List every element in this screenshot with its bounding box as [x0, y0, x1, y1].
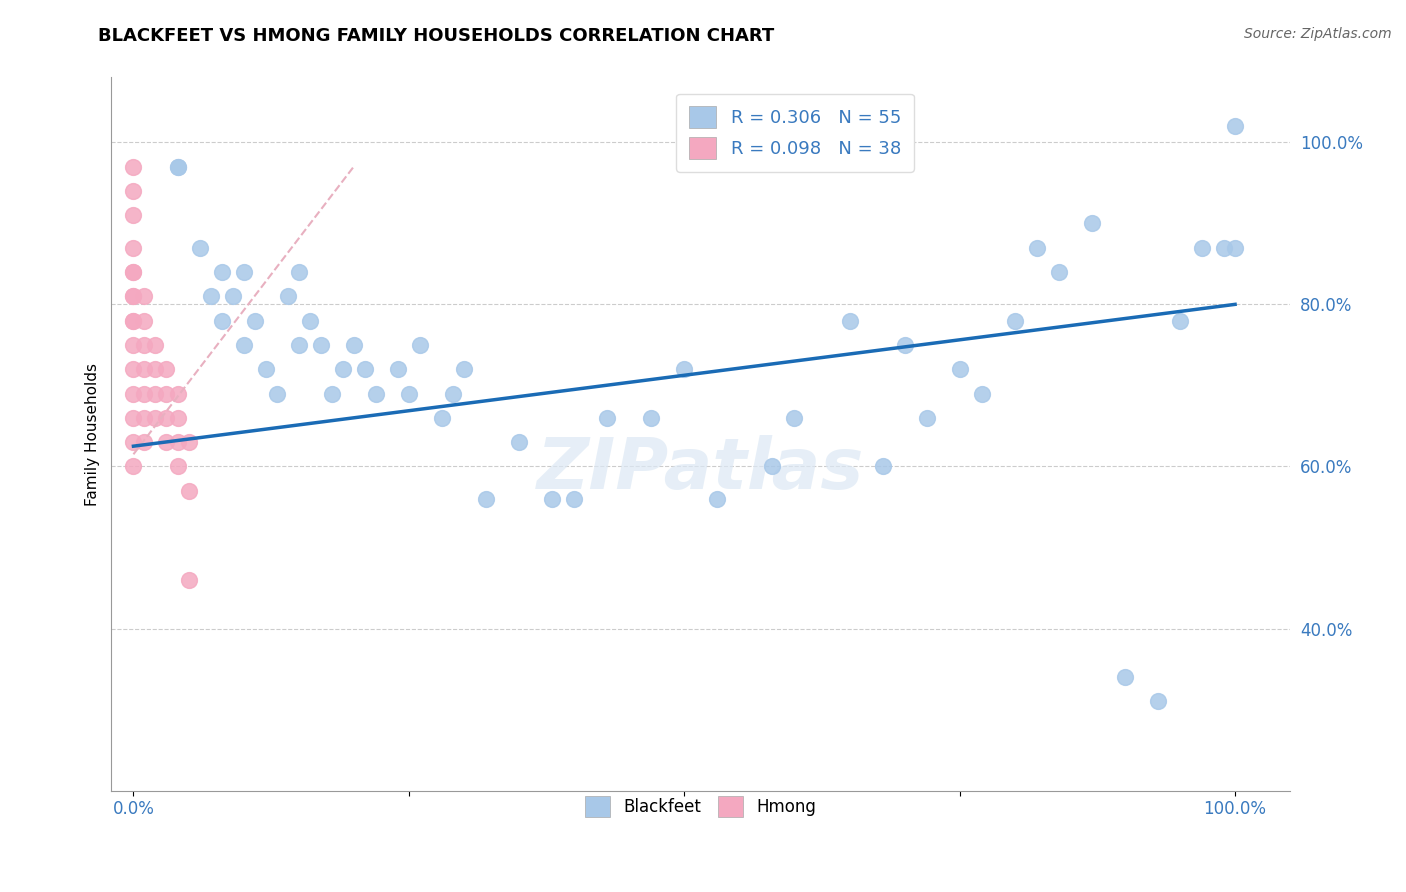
Point [783, 410, 806, 425]
Point [134, 386, 156, 401]
Point [673, 362, 696, 376]
Point [321, 386, 343, 401]
Point [177, 483, 200, 498]
Point [134, 435, 156, 450]
Legend: Blackfeet, Hmong: Blackfeet, Hmong [576, 788, 825, 825]
Point [541, 491, 564, 506]
Point [122, 289, 145, 303]
Text: BLACKFEET VS HMONG FAMILY HOUSEHOLDS CORRELATION CHART: BLACKFEET VS HMONG FAMILY HOUSEHOLDS COR… [98, 27, 775, 45]
Point [287, 338, 309, 352]
Point [134, 362, 156, 376]
Point [221, 289, 243, 303]
Point [243, 313, 266, 327]
Point [155, 386, 177, 401]
Point [287, 265, 309, 279]
Point [122, 289, 145, 303]
Point [1047, 265, 1070, 279]
Point [122, 313, 145, 327]
Point [122, 410, 145, 425]
Point [1081, 216, 1104, 230]
Text: Source: ZipAtlas.com: Source: ZipAtlas.com [1244, 27, 1392, 41]
Point [122, 386, 145, 401]
Point [364, 386, 387, 401]
Text: ZIPatlas: ZIPatlas [537, 435, 865, 504]
Point [387, 362, 409, 376]
Point [166, 386, 188, 401]
Point [122, 265, 145, 279]
Point [915, 410, 938, 425]
Point [122, 435, 145, 450]
Point [949, 362, 972, 376]
Point [134, 338, 156, 352]
Point [1114, 670, 1136, 684]
Point [640, 410, 662, 425]
Point [353, 362, 375, 376]
Point [166, 435, 188, 450]
Point [398, 386, 420, 401]
Point [970, 386, 993, 401]
Point [1147, 694, 1170, 708]
Point [211, 265, 233, 279]
Point [232, 265, 254, 279]
Point [1223, 241, 1246, 255]
Point [155, 362, 177, 376]
Point [872, 459, 894, 474]
Point [122, 459, 145, 474]
Point [155, 435, 177, 450]
Point [177, 573, 200, 587]
Point [134, 289, 156, 303]
Point [122, 313, 145, 327]
Point [145, 362, 167, 376]
Point [1004, 313, 1026, 327]
Point [122, 338, 145, 352]
Point [200, 289, 222, 303]
Point [298, 313, 321, 327]
Point [122, 362, 145, 376]
Point [409, 338, 432, 352]
Point [254, 362, 277, 376]
Point [332, 362, 354, 376]
Point [706, 491, 728, 506]
Point [1223, 119, 1246, 133]
Point [761, 459, 783, 474]
Point [508, 435, 530, 450]
Point [145, 386, 167, 401]
Point [430, 410, 453, 425]
Point [343, 338, 366, 352]
Point [122, 184, 145, 198]
Point [177, 435, 200, 450]
Point [166, 459, 188, 474]
Point [145, 338, 167, 352]
Point [134, 313, 156, 327]
Point [893, 338, 915, 352]
Point [441, 386, 464, 401]
Point [562, 491, 585, 506]
Point [1191, 241, 1213, 255]
Point [188, 241, 211, 255]
Point [166, 160, 188, 174]
Point [838, 313, 860, 327]
Point [309, 338, 332, 352]
Point [277, 289, 299, 303]
Point [1213, 241, 1236, 255]
Point [155, 410, 177, 425]
Point [145, 410, 167, 425]
Point [266, 386, 288, 401]
Point [166, 410, 188, 425]
Point [122, 208, 145, 222]
Point [1168, 313, 1191, 327]
Point [122, 241, 145, 255]
Point [453, 362, 475, 376]
Point [122, 265, 145, 279]
Point [166, 160, 188, 174]
Point [134, 410, 156, 425]
Point [232, 338, 254, 352]
Point [475, 491, 498, 506]
Point [596, 410, 619, 425]
Point [1025, 241, 1047, 255]
Y-axis label: Family Households: Family Households [86, 362, 100, 506]
Point [122, 160, 145, 174]
Point [211, 313, 233, 327]
